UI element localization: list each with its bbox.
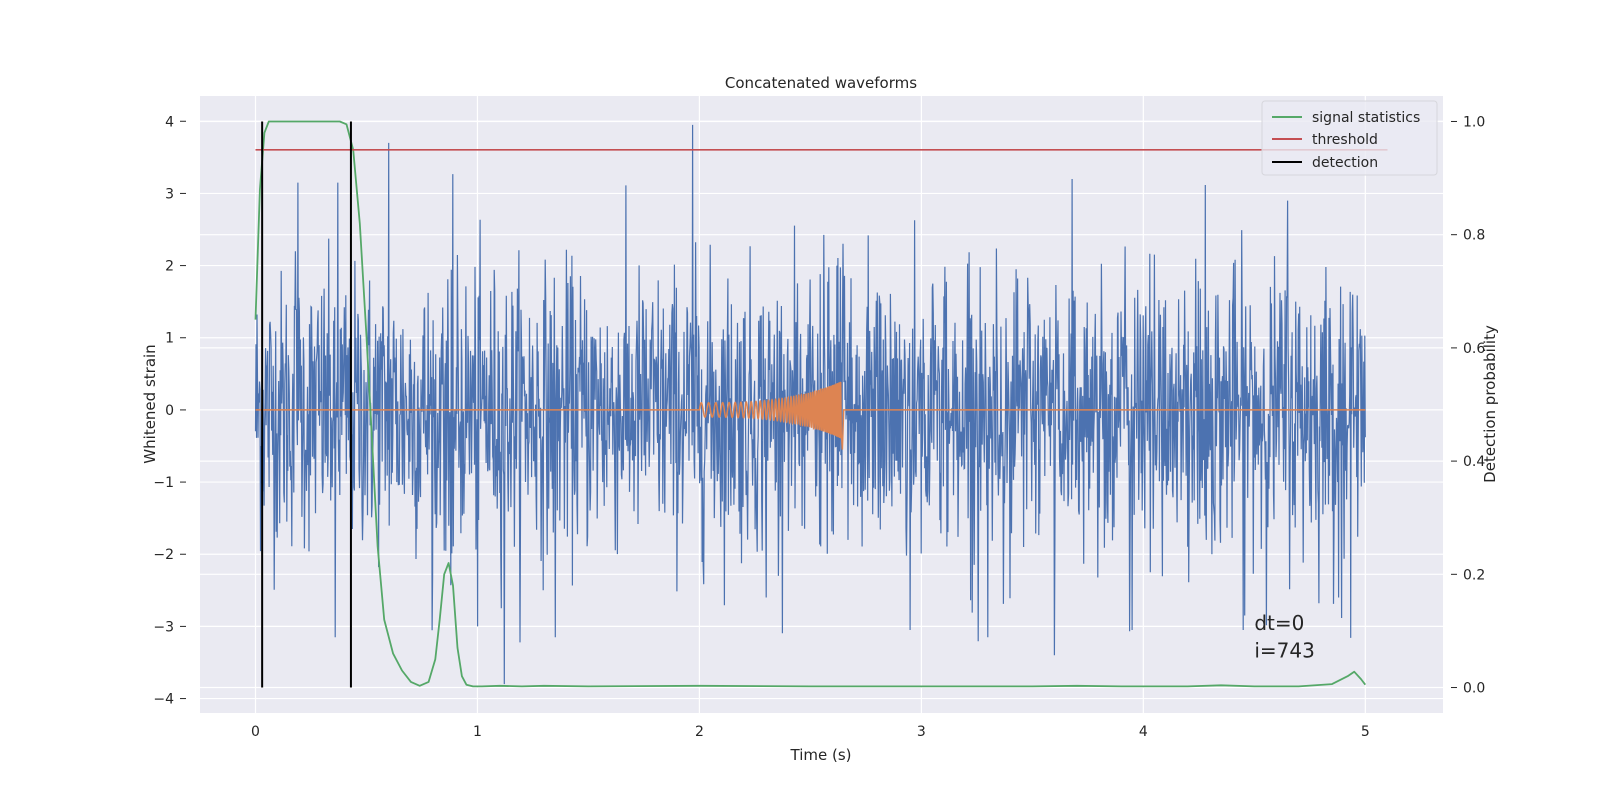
legend-label-signal-statistics: signal statistics (1312, 110, 1420, 126)
x-tick-label: 2 (695, 724, 704, 740)
y-axis-label: Whitened strain (141, 344, 159, 463)
x-tick-label: 3 (917, 724, 926, 740)
y-tick-label: −2 (153, 547, 174, 563)
y-tick-label: 3 (165, 186, 174, 202)
x-tick-label: 1 (473, 724, 482, 740)
tick-labels: 0 1 2 3 4 5 −4 −3 −2 −1 0 1 2 3 4 0.0 0.2 0.4 0.6 0.8 1.0 (153, 114, 1485, 740)
y2-tick-label: 0.4 (1463, 454, 1485, 470)
legend-label-threshold: threshold (1312, 132, 1378, 148)
x-tick-label: 0 (251, 724, 260, 740)
injected-waveform-line (255, 381, 1366, 450)
y2-axis-label: Detection probability (1481, 325, 1499, 483)
y-tick-label: 4 (165, 114, 174, 130)
legend: signal statistics threshold detection (1261, 100, 1438, 176)
y-tick-label: 1 (165, 331, 174, 347)
signal-statistics-line (254, 120, 1367, 688)
y-tick-label: −1 (153, 475, 174, 491)
y-tick-label: 0 (165, 403, 174, 419)
annotation-index: i=743 (1254, 638, 1315, 662)
y-tick-label: −3 (153, 619, 174, 635)
y2-tick-label: 0.8 (1463, 228, 1485, 244)
x-tick-label: 5 (1361, 724, 1370, 740)
annotation-dt: dt=0 (1254, 611, 1304, 635)
probability-series (254, 120, 1388, 688)
y2-tick-label: 0.2 (1463, 567, 1485, 583)
y-tick-label: 2 (165, 259, 174, 275)
grid-lines (200, 96, 1443, 713)
y-tick-label: −4 (153, 692, 174, 708)
injected-waveform-series (255, 381, 1366, 450)
legend-label-detection: detection (1312, 155, 1378, 171)
x-axis-label: Time (s) (790, 746, 852, 764)
chart-title: Concatenated waveforms (725, 74, 917, 92)
y2-tick-label: 1.0 (1463, 114, 1485, 130)
y2-tick-label: 0.6 (1463, 341, 1485, 357)
x-tick-label: 4 (1139, 724, 1148, 740)
legend-box (1261, 100, 1438, 176)
strain-line (254, 124, 1366, 685)
y2-tick-label: 0.0 (1463, 681, 1485, 697)
strain-series (254, 124, 1366, 685)
annotations: dt=0 i=743 (1254, 611, 1315, 662)
